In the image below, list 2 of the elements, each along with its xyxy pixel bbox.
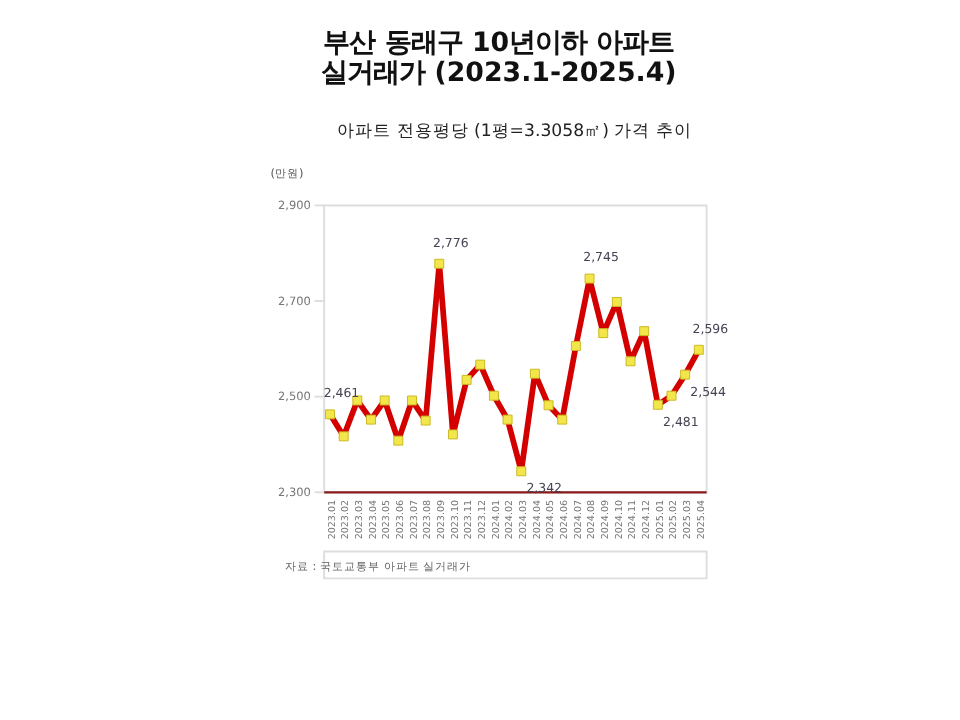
chart-title: 부산 동래구 10년이하 아파트 실거래가 (2023.1-2025.4) xyxy=(321,28,677,90)
chart-subtitle: 아파트 전용평당 (1평=3.3058㎡) 가격 추이 xyxy=(337,121,692,142)
